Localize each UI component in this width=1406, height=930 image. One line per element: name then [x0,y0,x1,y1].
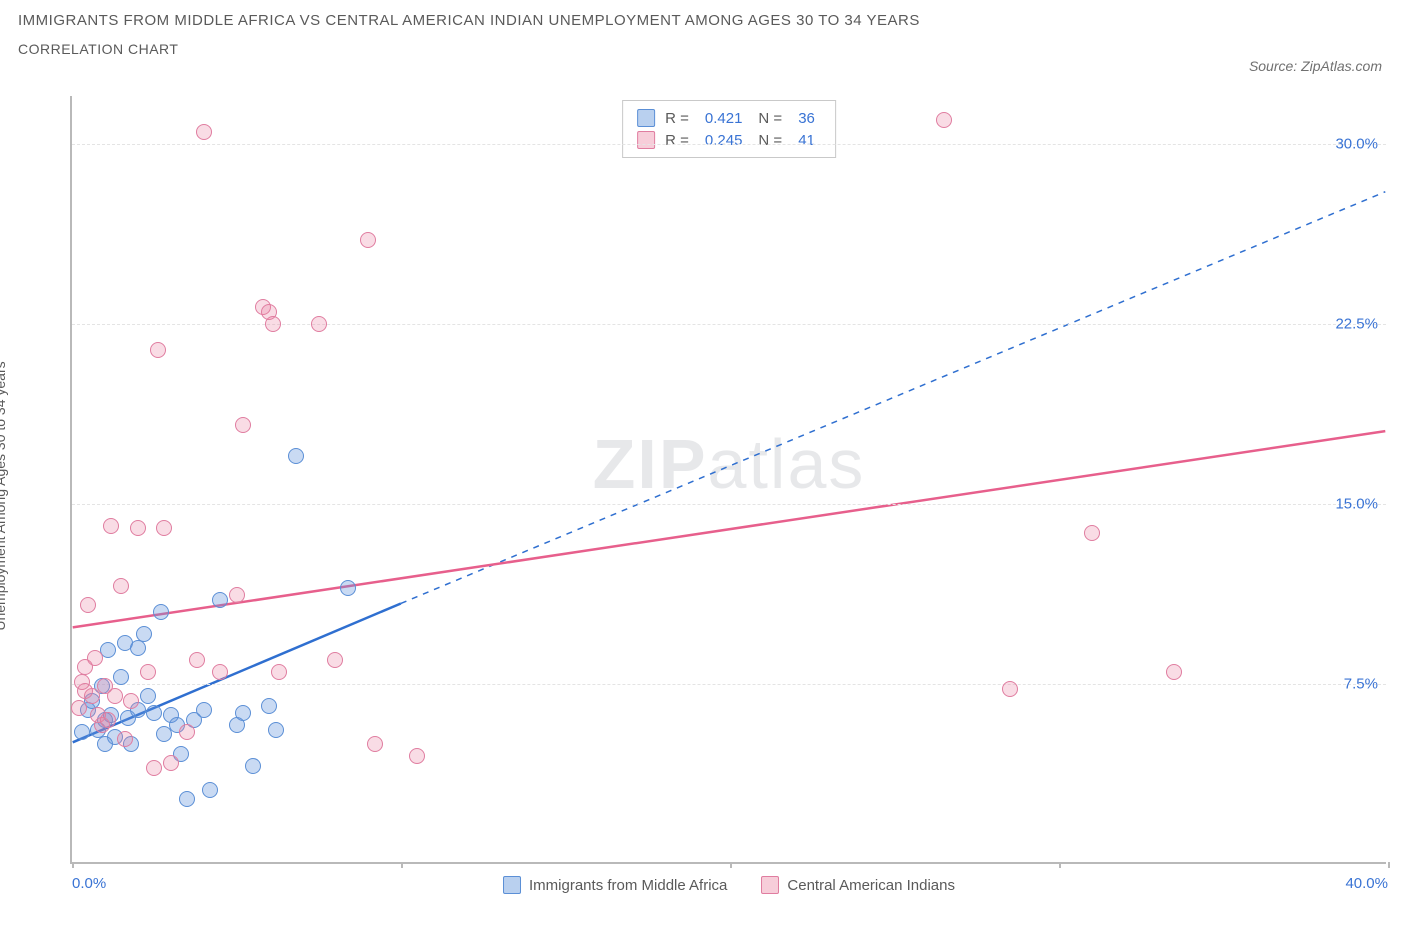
x-tick-label: 0.0% [72,875,106,892]
scatter-marker [1166,664,1182,680]
y-tick-label: 15.0% [1335,496,1378,513]
legend-r-label: R = [665,132,689,149]
scatter-plot-area: ZIPatlas R = 0.421 N = 36 R = 0.245 N = … [70,96,1386,864]
watermark: ZIPatlas [593,424,866,504]
scatter-marker [268,722,284,738]
scatter-marker [229,587,245,603]
x-tick [72,862,74,868]
scatter-marker [235,417,251,433]
x-legend-item: Immigrants from Middle Africa [503,876,727,894]
trend-line-solid [73,431,1386,627]
x-tick [730,862,732,868]
scatter-marker [409,748,425,764]
swatch-blue [503,876,521,894]
legend-r-value: 0.245 [705,132,743,149]
scatter-marker [212,592,228,608]
scatter-marker [140,664,156,680]
scatter-marker [150,342,166,358]
y-axis-title: Unemployment Among Ages 30 to 34 years [0,361,8,630]
x-tick [401,862,403,868]
scatter-marker [189,652,205,668]
correlation-legend: R = 0.421 N = 36 R = 0.245 N = 41 [622,100,836,158]
scatter-marker [202,782,218,798]
scatter-marker [74,724,90,740]
legend-n-value: 41 [798,132,815,149]
title-block: IMMIGRANTS FROM MIDDLE AFRICA VS CENTRAL… [18,12,920,57]
scatter-marker [196,702,212,718]
scatter-marker [103,518,119,534]
scatter-marker [107,688,123,704]
scatter-marker [340,580,356,596]
scatter-marker [235,705,251,721]
x-legend-label: Immigrants from Middle Africa [529,877,727,894]
scatter-marker [261,698,277,714]
scatter-marker [146,760,162,776]
scatter-marker [77,683,93,699]
scatter-marker [123,693,139,709]
legend-n-label: N = [758,132,782,149]
scatter-marker [97,736,113,752]
scatter-marker [113,669,129,685]
legend-n-value: 36 [798,110,815,127]
scatter-marker [130,640,146,656]
scatter-marker [245,758,261,774]
scatter-marker [265,316,281,332]
scatter-marker [87,650,103,666]
legend-n-label: N = [758,110,782,127]
x-tick [1059,862,1061,868]
scatter-marker [360,232,376,248]
scatter-marker [936,112,952,128]
y-tick-label: 30.0% [1335,136,1378,153]
source-attribution: Source: ZipAtlas.com [1249,58,1382,74]
trend-lines [72,96,1386,862]
gridline-h [72,684,1386,685]
scatter-marker [311,316,327,332]
trend-line-dashed [401,192,1385,604]
x-tick [1388,862,1390,868]
legend-row: R = 0.245 N = 41 [637,129,821,151]
x-tick-label: 40.0% [1345,875,1388,892]
scatter-marker [212,664,228,680]
scatter-marker [196,124,212,140]
scatter-marker [179,724,195,740]
legend-row: R = 0.421 N = 36 [637,107,821,129]
scatter-marker [117,731,133,747]
scatter-marker [367,736,383,752]
x-axis-legend: Immigrants from Middle Africa Central Am… [503,876,955,894]
scatter-marker [156,520,172,536]
chart-container: Unemployment Among Ages 30 to 34 years Z… [18,96,1388,896]
swatch-blue [637,109,655,127]
x-legend-label: Central American Indians [787,877,955,894]
gridline-h [72,144,1386,145]
chart-subtitle: CORRELATION CHART [18,41,920,57]
scatter-marker [146,705,162,721]
y-tick-label: 7.5% [1344,676,1378,693]
scatter-marker [130,520,146,536]
scatter-marker [1084,525,1100,541]
scatter-marker [327,652,343,668]
legend-r-value: 0.421 [705,110,743,127]
scatter-marker [288,448,304,464]
chart-title: IMMIGRANTS FROM MIDDLE AFRICA VS CENTRAL… [18,12,920,29]
y-tick-label: 22.5% [1335,316,1378,333]
scatter-marker [113,578,129,594]
x-legend-item: Central American Indians [761,876,955,894]
scatter-marker [179,791,195,807]
scatter-marker [271,664,287,680]
scatter-marker [153,604,169,620]
scatter-marker [80,597,96,613]
gridline-h [72,504,1386,505]
scatter-marker [140,688,156,704]
legend-r-label: R = [665,110,689,127]
swatch-pink [761,876,779,894]
scatter-marker [71,700,87,716]
scatter-marker [1002,681,1018,697]
swatch-pink [637,131,655,149]
scatter-marker [163,755,179,771]
scatter-marker [100,712,116,728]
